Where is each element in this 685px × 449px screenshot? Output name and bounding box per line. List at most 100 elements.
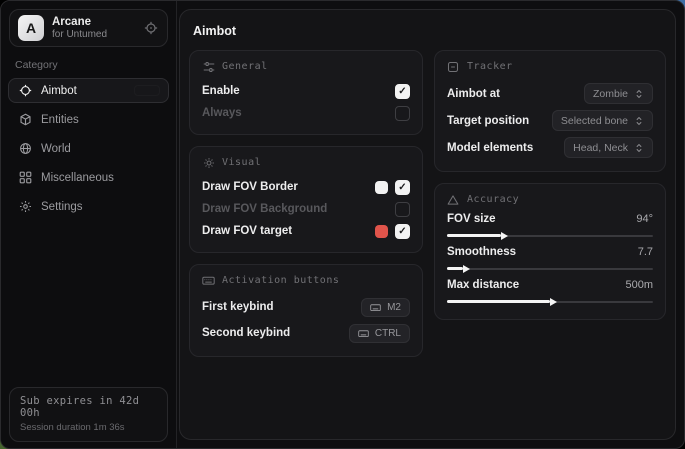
app-header: A Arcane for Untumed [9,9,168,47]
slider-thumb[interactable] [463,264,471,273]
max-distance-slider[interactable] [446,297,653,306]
sidebar-item-label: World [41,142,71,155]
sidebar-item-settings[interactable]: Settings [8,194,169,219]
enable-checkbox[interactable] [394,83,410,99]
select-value: Head, Neck [573,141,628,154]
sidebar-item-aimbot[interactable]: Aimbot [8,78,169,103]
sidebar: A Arcane for Untumed Category [1,1,177,448]
sub-expires-text: Sub expires in 42d 00h [20,395,140,419]
keyboard-icon [370,302,381,313]
setting-label: Target position [446,114,530,127]
keybind-value: M2 [387,301,401,313]
slider-value: 7.7 [637,246,653,258]
header-target-icon[interactable] [143,20,159,36]
fov-background-checkbox[interactable] [394,201,410,217]
box-icon [18,113,32,127]
fov-target-checkbox[interactable] [394,223,410,239]
fov-border-checkbox[interactable] [394,179,410,195]
setting-row-fov-target: Draw FOV target [202,220,410,242]
accuracy-card: Accuracy FOV size 94° [433,183,666,320]
tracker-card: Tracker Aimbot at Zombie [433,50,666,172]
setting-row-aimbot-at: Aimbot at Zombie [447,80,653,107]
select-value: Selected bone [560,114,628,127]
setting-row-model-elements: Model elements Head, Neck [447,134,653,161]
gear-icon [18,200,32,214]
fov-size-slider[interactable] [446,231,653,240]
setting-row-fov-border: Draw FOV Border [202,176,410,198]
setting-row-always: Always [202,102,410,124]
section-title: Visual [222,157,262,168]
slider-label: FOV size [446,213,496,225]
sidebar-item-world[interactable]: World [8,136,169,161]
first-keybind-button[interactable]: M2 [361,297,410,317]
right-column: Tracker Aimbot at Zombie [433,50,666,320]
slider-fill [446,231,508,240]
triangle-icon [447,193,460,206]
slider-value: 500m [625,279,653,291]
sliders-icon [202,60,215,73]
chevrons-up-down-icon [634,116,644,126]
setting-label: Always [202,107,242,119]
slider-fill [446,297,557,306]
smoothness-group: Smoothness 7.7 [446,246,653,273]
sidebar-item-miscellaneous[interactable]: Miscellaneous [8,165,169,190]
keyboard-icon [202,274,215,287]
sidebar-item-label: Entities [41,113,79,126]
section-title: General [222,61,268,72]
section-title: Tracker [466,61,513,72]
always-checkbox[interactable] [394,105,410,121]
left-column: General Enable Always [189,50,423,357]
model-elements-select[interactable]: Head, Neck [564,137,653,158]
visual-card: Visual Draw FOV Border Draw FOV Backgrou… [189,146,423,253]
activation-card: Activation buttons First keybind M2 [189,264,423,357]
chevrons-up-down-icon [634,89,644,99]
accuracy-section-header: Accuracy [447,193,653,206]
category-label: Category [15,59,58,71]
sidebar-item-entities[interactable]: Entities [8,107,169,132]
sidebar-nav: Aimbot Entities [1,78,176,219]
app-names: Arcane for Untumed [52,16,135,41]
setting-label: Draw FOV target [202,225,293,237]
grid-icon [18,171,32,185]
sun-icon [202,156,215,169]
main-panel: Aimbot General [179,9,676,440]
section-title: Activation buttons [222,275,340,286]
slider-thumb[interactable] [500,231,508,240]
sidebar-item-label: Miscellaneous [41,171,114,184]
keyboard-icon [358,328,369,339]
session-duration-text: Session duration 1m 36s [20,422,125,433]
section-title: Accuracy [466,194,520,205]
setting-label: Draw FOV Border [202,181,298,193]
keybind-value: CTRL [374,327,401,339]
target-position-select[interactable]: Selected bone [551,110,653,131]
second-keybind-button[interactable]: CTRL [348,323,410,343]
fov-size-group: FOV size 94° [446,213,653,240]
setting-row-second-keybind: Second keybind CTRL [202,320,410,346]
slider-track [446,234,653,237]
setting-row-target-position: Target position Selected bone [447,107,653,134]
slider-label: Smoothness [446,246,516,258]
slider-track [446,267,653,270]
setting-label: Model elements [446,141,534,154]
select-value: Zombie [592,87,628,100]
setting-label: Aimbot at [446,87,501,100]
smoothness-slider[interactable] [446,264,653,273]
app-subtitle: for Untumed [52,28,108,40]
crosshair-icon [18,84,32,98]
globe-icon [18,142,32,156]
max-distance-group: Max distance 500m [446,279,653,306]
general-section-header: General [202,60,410,73]
slider-fill [446,264,471,273]
tracker-section-header: Tracker [447,60,653,73]
setting-label: Second keybind [202,327,291,339]
sidebar-item-label: Aimbot [41,84,77,97]
slider-thumb[interactable] [549,297,557,306]
color-swatch-red[interactable] [374,224,388,238]
slider-value: 94° [636,213,653,225]
color-swatch-white[interactable] [374,180,388,194]
setting-label: Enable [202,85,240,97]
aimbot-at-select[interactable]: Zombie [583,83,653,104]
setting-row-enable: Enable [202,80,410,102]
general-card: General Enable Always [189,50,423,135]
